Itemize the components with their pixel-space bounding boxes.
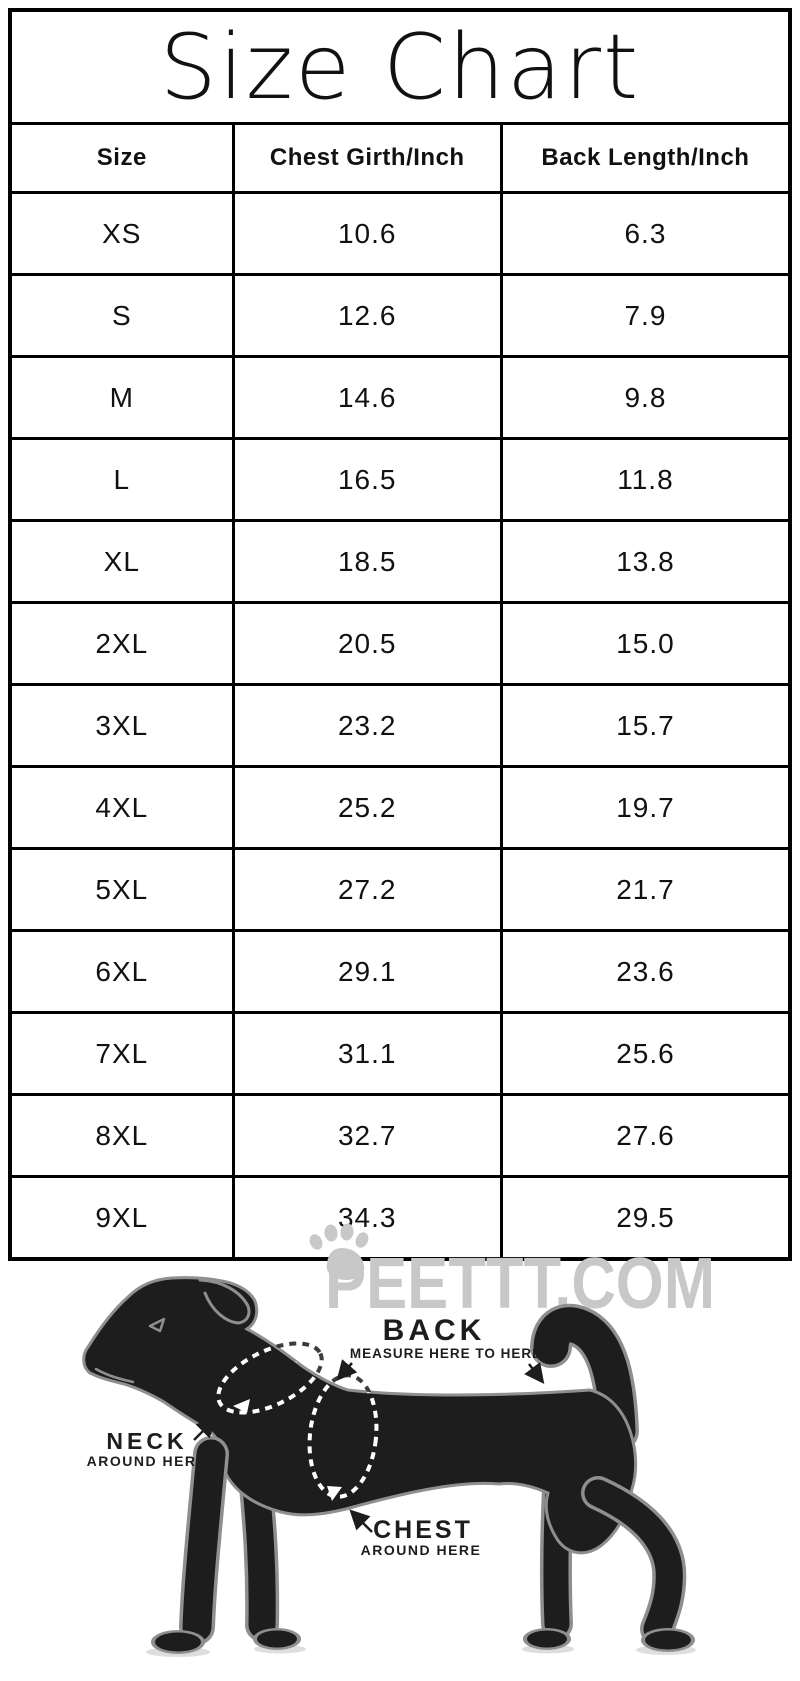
size-cell: 8XL xyxy=(8,1093,235,1178)
size-cell: XS xyxy=(8,191,235,276)
chest-girth-cell: 10.6 xyxy=(231,191,503,276)
dog-tail xyxy=(530,1303,639,1452)
back-length-cell: 6.3 xyxy=(499,191,792,276)
table-row: 6XL 29.1 23.6 xyxy=(8,929,792,1014)
neck-arrow xyxy=(193,1417,217,1441)
dog-near-rear-leg xyxy=(581,1476,695,1652)
table-row: 5XL 27.2 21.7 xyxy=(8,847,792,932)
page-title: Size Chart xyxy=(8,8,792,125)
back-label: BACK xyxy=(383,1314,486,1347)
back-sublabel: MEASURE HERE TO HERE xyxy=(350,1346,542,1361)
ground-shadows xyxy=(146,1644,696,1657)
site-watermark: PEETTT.COM xyxy=(309,1223,715,1324)
chest-girth-cell: 29.1 xyxy=(231,929,503,1014)
back-arrow-right xyxy=(524,1362,545,1384)
column-header-1: Chest Girth/Inch xyxy=(231,122,503,194)
back-length-cell: 29.5 xyxy=(499,1175,792,1261)
back-length-cell: 27.6 xyxy=(499,1093,792,1178)
table-row: 8XL 32.7 27.6 xyxy=(8,1093,792,1178)
chest-girth-cell: 18.5 xyxy=(231,519,503,604)
dog-eye xyxy=(148,1317,166,1333)
chest-girth-cell: 20.5 xyxy=(231,601,503,686)
dog-ear xyxy=(198,1278,251,1325)
dog-near-front-leg xyxy=(151,1436,229,1654)
size-cell: 5XL xyxy=(8,847,235,932)
chest-sublabel: AROUND HERE xyxy=(361,1542,482,1558)
back-length-cell: 21.7 xyxy=(499,847,792,932)
title-row: Size Chart xyxy=(8,8,792,125)
chest-label: CHEST xyxy=(373,1516,473,1544)
size-cell: 6XL xyxy=(8,929,235,1014)
table-row: 4XL 25.2 19.7 xyxy=(8,765,792,850)
dog-measurement-illustration: PEETTT.COM xyxy=(82,1223,715,1657)
chest-girth-cell: 14.6 xyxy=(231,355,503,440)
column-header-2: Back Length/Inch xyxy=(499,122,792,194)
back-arrow-left xyxy=(336,1359,358,1381)
back-length-cell: 7.9 xyxy=(499,273,792,358)
size-cell: S xyxy=(8,273,235,358)
back-length-cell: 13.8 xyxy=(499,519,792,604)
back-length-cell: 15.0 xyxy=(499,601,792,686)
table-row: XL 18.5 13.8 xyxy=(8,519,792,604)
table-row: L 16.5 11.8 xyxy=(8,437,792,522)
back-length-cell: 11.8 xyxy=(499,437,792,522)
back-length-cell: 15.7 xyxy=(499,683,792,768)
size-cell: L xyxy=(8,437,235,522)
chest-girth-cell: 31.1 xyxy=(231,1011,503,1096)
back-length-cell: 25.6 xyxy=(499,1011,792,1096)
chest-girth-cell: 16.5 xyxy=(231,437,503,522)
size-cell: 9XL xyxy=(8,1175,235,1261)
dog-silhouette xyxy=(82,1276,695,1654)
chest-girth-cell: 25.2 xyxy=(231,765,503,850)
chest-girth-cell: 32.7 xyxy=(231,1093,503,1178)
table-row: XS 10.6 6.3 xyxy=(8,191,792,276)
neck-label: NECK xyxy=(106,1428,187,1454)
table-row: 3XL 23.2 15.7 xyxy=(8,683,792,768)
back-length-cell: 9.8 xyxy=(499,355,792,440)
size-cell: 2XL xyxy=(8,601,235,686)
size-cell: 3XL xyxy=(8,683,235,768)
back-length-cell: 23.6 xyxy=(499,929,792,1014)
size-cell: M xyxy=(8,355,235,440)
back-length-cell: 19.7 xyxy=(499,765,792,850)
header-row: Size Chest Girth/Inch Back Length/Inch xyxy=(8,122,792,194)
table-row: 7XL 31.1 25.6 xyxy=(8,1011,792,1096)
column-header-0: Size xyxy=(8,122,235,194)
table-row: S 12.6 7.9 xyxy=(8,273,792,358)
diagram-labels: BACK MEASURE HERE TO HERE NECK AROUND HE… xyxy=(87,1314,545,1558)
chest-girth-cell: 23.2 xyxy=(231,683,503,768)
dog-mouth-line xyxy=(94,1367,135,1384)
size-cell: 7XL xyxy=(8,1011,235,1096)
size-cell: XL xyxy=(8,519,235,604)
watermark-text: PEETTT.COM xyxy=(325,1244,715,1324)
chest-arrow xyxy=(349,1509,373,1533)
size-chart-table: Size Chart Size Chest Girth/Inch Back Leng… xyxy=(8,8,792,1261)
table-row: M 14.6 9.8 xyxy=(8,355,792,440)
size-cell: 4XL xyxy=(8,765,235,850)
measurement-diagram: PEETTT.COM xyxy=(0,1221,800,1681)
table-row: 2XL 20.5 15.0 xyxy=(8,601,792,686)
chest-girth-cell: 27.2 xyxy=(231,847,503,932)
chest-girth-cell: 12.6 xyxy=(231,273,503,358)
paw-print-icon xyxy=(309,1223,369,1280)
neck-sublabel: AROUND HERE xyxy=(87,1453,208,1469)
